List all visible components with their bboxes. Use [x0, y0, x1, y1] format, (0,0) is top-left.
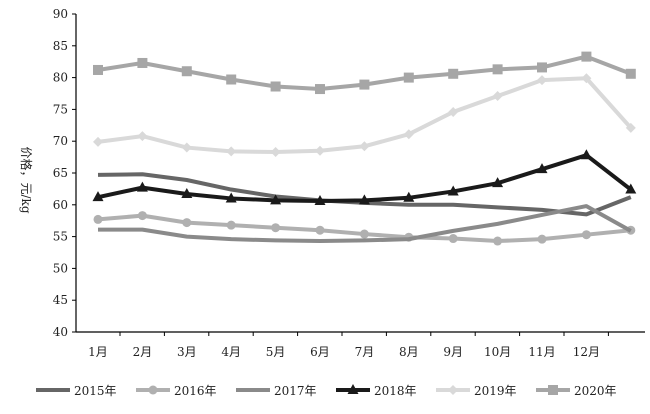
legend-label: 2020年 — [574, 384, 617, 398]
data-point — [137, 211, 147, 221]
y-tick-label: 70 — [53, 134, 68, 148]
x-tick-label: 2月 — [133, 345, 153, 359]
data-point — [625, 68, 636, 79]
data-point — [314, 194, 326, 205]
data-point — [93, 64, 103, 75]
data-point — [537, 75, 547, 86]
y-tick-label: 40 — [53, 325, 68, 339]
data-point — [492, 64, 503, 75]
y-tick-label: 75 — [53, 102, 68, 116]
data-point — [537, 234, 547, 244]
legend-marker — [548, 385, 558, 395]
y-tick-label: 80 — [53, 71, 68, 85]
y-axis-label: 价格，元/kg — [19, 147, 34, 214]
x-tick-label: 11月 — [528, 345, 555, 359]
data-point — [315, 225, 325, 235]
data-point — [448, 234, 458, 244]
data-point — [403, 72, 414, 83]
y-tick-label: 60 — [53, 198, 68, 212]
x-tick-label: 1月 — [88, 345, 108, 359]
legend-label: 2019年 — [474, 384, 517, 398]
y-tick-label: 50 — [53, 261, 68, 275]
legend-label: 2017年 — [274, 384, 317, 398]
data-point — [92, 191, 104, 202]
data-point — [447, 185, 459, 196]
data-point — [137, 131, 148, 142]
data-point — [580, 149, 592, 160]
data-point — [270, 81, 281, 92]
x-tick-label: 12月 — [573, 345, 600, 359]
y-tick-label: 90 — [53, 7, 68, 21]
data-point — [225, 192, 237, 203]
y-tick-label: 65 — [53, 166, 68, 180]
data-point — [536, 163, 548, 174]
x-tick-label: 5月 — [266, 345, 286, 359]
data-point — [271, 223, 281, 233]
data-point — [226, 74, 237, 85]
y-tick-label: 45 — [53, 293, 68, 307]
data-point — [403, 129, 414, 140]
data-point — [581, 51, 592, 62]
data-point — [581, 230, 591, 240]
data-point — [137, 57, 148, 68]
x-tick-label: 3月 — [177, 345, 197, 359]
data-point — [492, 91, 503, 102]
data-point — [315, 84, 325, 95]
legend-label: 2016年 — [174, 384, 217, 398]
data-point — [448, 68, 459, 79]
x-tick-label: 4月 — [221, 345, 241, 359]
x-tick-label: 6月 — [310, 345, 330, 359]
data-point — [181, 142, 192, 153]
data-point — [625, 183, 637, 194]
x-tick-label: 10月 — [484, 345, 511, 359]
legend-label: 2015年 — [74, 384, 117, 398]
data-point — [93, 136, 103, 147]
data-point — [181, 66, 192, 77]
y-tick-label: 55 — [53, 230, 68, 244]
legend-marker — [448, 385, 458, 395]
data-point — [226, 220, 236, 230]
data-point — [93, 214, 103, 224]
data-point — [492, 177, 504, 188]
data-point — [270, 194, 282, 205]
data-point — [448, 106, 459, 117]
legend-marker — [148, 385, 158, 395]
data-point — [182, 218, 192, 228]
data-point — [537, 62, 547, 73]
y-tick-label: 85 — [53, 39, 68, 53]
series-line-2017年 — [98, 204, 632, 244]
data-point — [359, 79, 370, 90]
data-point — [359, 141, 370, 152]
x-tick-label: 9月 — [443, 345, 463, 359]
data-point — [493, 236, 503, 246]
data-point — [359, 229, 369, 239]
data-point — [581, 73, 592, 84]
data-point — [403, 191, 415, 202]
legend-label: 2018年 — [374, 384, 417, 398]
data-point — [358, 194, 370, 205]
x-tick-label: 7月 — [355, 345, 375, 359]
data-point — [226, 146, 237, 157]
data-point — [136, 181, 148, 192]
data-point — [315, 145, 325, 156]
data-point — [625, 122, 636, 133]
data-point — [181, 187, 193, 198]
legend-marker — [347, 384, 359, 394]
data-point — [270, 147, 281, 158]
x-tick-label: 8月 — [399, 345, 419, 359]
